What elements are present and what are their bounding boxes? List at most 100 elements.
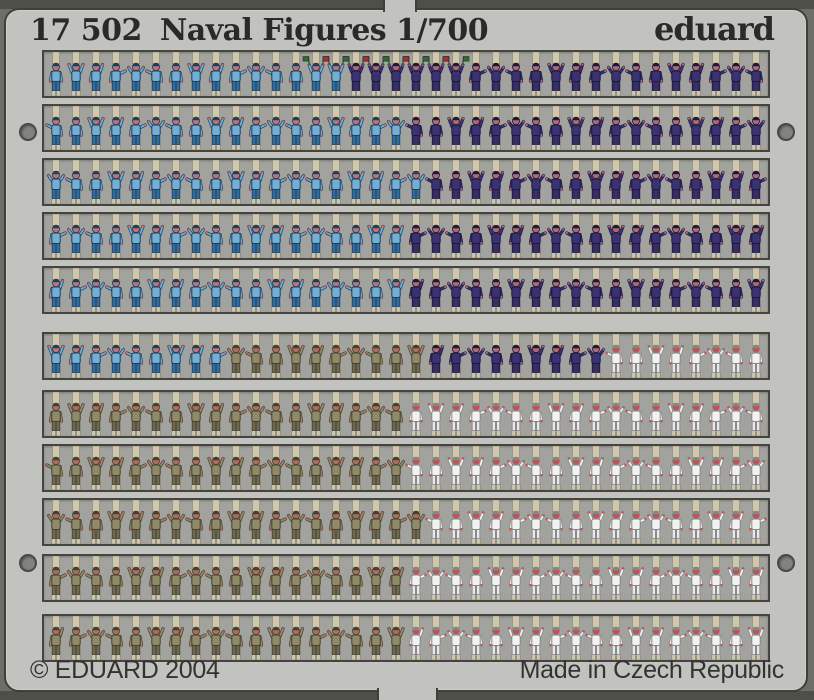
naval-figure [386,106,406,150]
naval-figure [248,160,265,204]
naval-figure [285,106,304,150]
sheet-header: 17 502 Naval Figures 1/700 eduard [30,10,775,48]
naval-figure [128,616,144,660]
naval-figure [186,214,206,258]
naval-figure [588,106,605,150]
naval-figure [688,334,707,378]
naval-figure [445,214,464,258]
naval-figure [548,446,564,490]
naval-figure [86,616,106,660]
naval-figure [405,106,424,150]
naval-figure [745,392,764,436]
naval-figure [188,446,204,490]
naval-figure [465,268,484,312]
naval-figure [585,616,604,660]
naval-figure [148,334,164,378]
naval-figure [68,616,87,660]
naval-figure [108,446,125,490]
naval-figure [725,334,744,378]
naval-figure [625,392,644,436]
naval-figure [705,268,724,312]
naval-figure [362,52,390,96]
naval-figure [126,52,146,96]
naval-figure [688,52,705,96]
naval-figure [588,446,605,490]
naval-figure [605,334,624,378]
naval-figure [426,556,446,600]
naval-figure [85,214,104,258]
naval-figure [228,446,245,490]
naval-figure [708,106,725,150]
naval-figure [402,52,430,96]
pe-fret-row [42,444,770,492]
naval-figure [147,616,165,660]
naval-figure [448,392,465,436]
naval-figure [125,334,144,378]
naval-figure [408,268,425,312]
naval-figure [608,500,625,544]
pe-fret-row [42,390,770,438]
naval-figure [548,106,564,150]
naval-figure [85,556,104,600]
naval-figure [387,268,405,312]
naval-figure [46,500,66,544]
naval-figure [288,392,304,436]
naval-figure [188,334,205,378]
naval-figure [506,446,526,490]
naval-figure [648,616,665,660]
naval-figure [688,500,704,544]
naval-figure [326,616,346,660]
pe-fret-row [42,554,770,602]
naval-figure [468,556,484,600]
naval-figure [385,392,404,436]
naval-figure [567,446,585,490]
naval-figure [286,160,306,204]
naval-figure [127,214,145,258]
naval-figure [588,392,607,436]
naval-figure [368,500,385,544]
naval-figure [747,268,765,312]
naval-figure [728,160,745,204]
naval-figure [168,616,185,660]
naval-figure [508,160,527,204]
naval-figure [708,446,725,490]
naval-figure [308,616,327,660]
naval-figure [67,392,85,436]
naval-figure [326,268,346,312]
naval-figure [146,446,166,490]
naval-figure [666,214,686,258]
naval-figure [345,268,364,312]
naval-figure [685,556,704,600]
naval-figure [107,500,125,544]
naval-figure [106,334,126,378]
naval-figure [306,214,326,258]
naval-figure [67,52,85,96]
naval-figure [368,268,384,312]
naval-figure [408,214,427,258]
naval-figure [248,500,265,544]
naval-figure [108,214,124,258]
naval-figure [528,616,545,660]
naval-figure [508,556,525,600]
naval-figure [667,52,685,96]
naval-figure [68,268,87,312]
naval-figure [48,392,64,436]
naval-figure [68,446,84,490]
naval-figure [328,160,344,204]
naval-figure [48,214,67,258]
naval-figure [88,334,107,378]
naval-figure [687,446,705,490]
naval-figure [205,214,224,258]
naval-figure [727,214,745,258]
naval-figure [668,616,687,660]
naval-figure [468,392,487,436]
naval-figure [688,160,704,204]
naval-figure [248,446,267,490]
naval-figure [348,106,365,150]
naval-figure [426,214,446,258]
naval-figure [668,106,684,150]
naval-figure [306,556,326,600]
copyright-text: © EDUARD 2004 [30,656,220,684]
origin-text: Made in Czech Republic [519,656,785,684]
naval-figure [566,268,586,312]
